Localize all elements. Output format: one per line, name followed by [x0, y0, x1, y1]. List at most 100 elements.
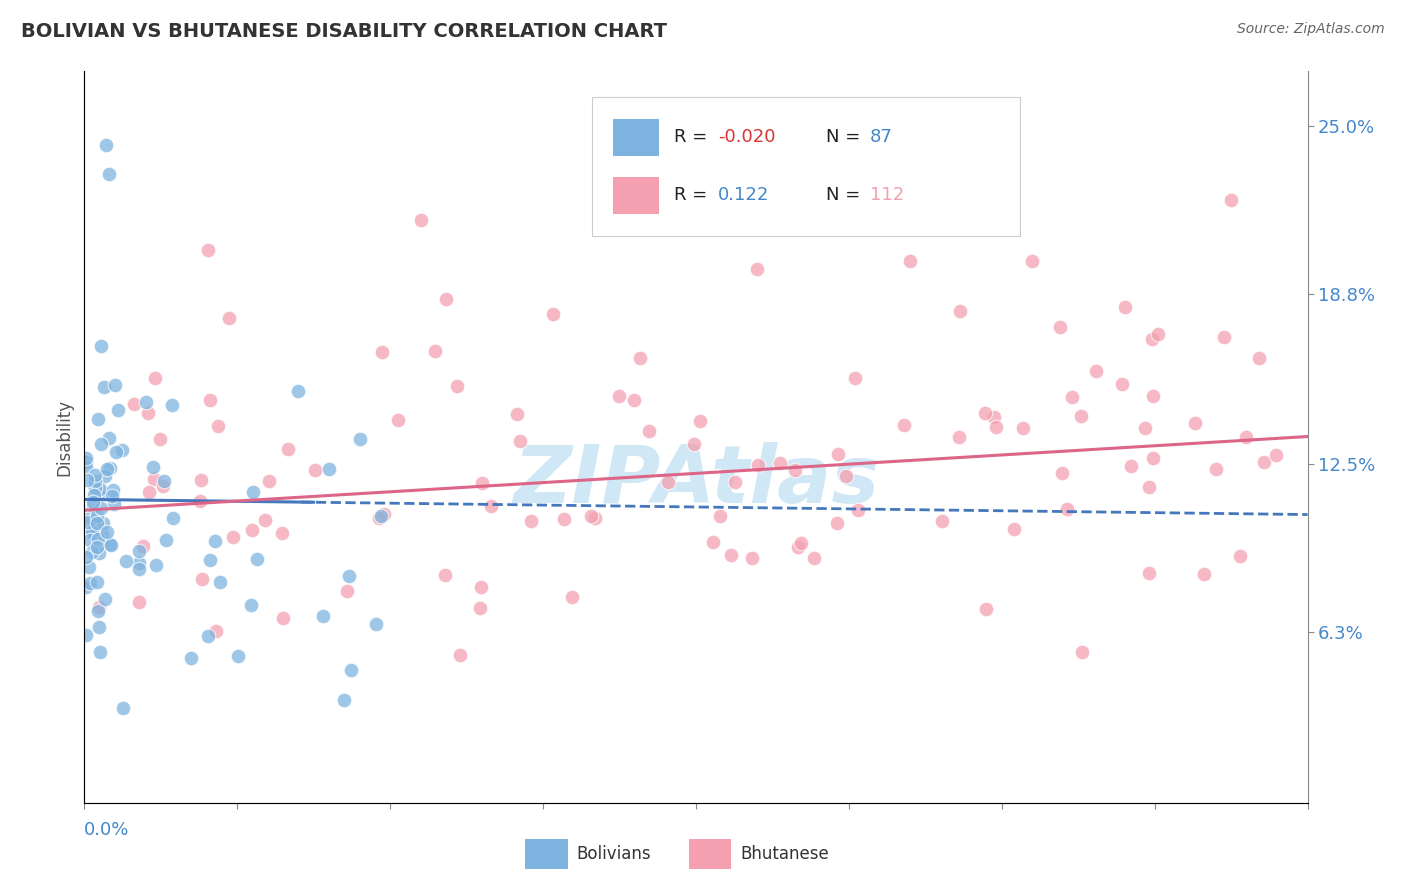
FancyBboxPatch shape [592, 97, 1021, 235]
Point [1049, 319, 1071, 334]
Point [86, 516, 108, 531]
Point [948, 430, 970, 444]
Point [239, 599, 262, 613]
Point [91, 526, 114, 541]
Point [637, 425, 659, 439]
Point [83, 474, 105, 488]
Point [287, 384, 309, 398]
Point [898, 254, 921, 268]
Point [128, 595, 150, 609]
Point [97, 431, 120, 445]
Point [142, 460, 165, 475]
Point [1192, 566, 1215, 581]
Point [205, 624, 228, 639]
Point [1205, 462, 1227, 476]
Point [100, 538, 122, 552]
Point [1084, 364, 1107, 378]
Point [312, 608, 335, 623]
Point [893, 418, 915, 433]
Point [128, 544, 150, 558]
Point [276, 442, 298, 457]
Point [1253, 455, 1275, 469]
Text: -0.020: -0.020 [718, 128, 776, 146]
FancyBboxPatch shape [524, 839, 568, 869]
Point [468, 601, 491, 615]
Text: N =: N = [825, 186, 866, 204]
Point [242, 485, 264, 500]
Point [623, 392, 645, 407]
Point [371, 345, 394, 359]
Point [364, 616, 387, 631]
Point [983, 410, 1005, 425]
Point [155, 533, 177, 547]
Point [470, 580, 492, 594]
Point [107, 402, 129, 417]
Point [337, 569, 360, 583]
Point [1137, 566, 1160, 581]
Point [657, 475, 679, 490]
Point [747, 262, 769, 277]
Point [423, 343, 446, 358]
Point [180, 651, 202, 665]
Point [221, 530, 243, 544]
Point [135, 395, 157, 409]
Point [846, 503, 869, 517]
Point [628, 351, 651, 365]
Point [190, 473, 212, 487]
Point [505, 407, 527, 421]
Point [827, 447, 849, 461]
Text: 0.0%: 0.0% [84, 821, 129, 839]
Point [1249, 351, 1271, 366]
Point [143, 371, 166, 385]
Point [1119, 459, 1142, 474]
Point [561, 591, 583, 605]
Point [434, 568, 457, 582]
Point [835, 468, 858, 483]
Point [83, 488, 105, 502]
Point [82, 494, 104, 508]
Point [198, 392, 221, 407]
Point [149, 432, 172, 446]
Point [446, 379, 468, 393]
Point [84, 467, 107, 482]
Point [367, 511, 389, 525]
Point [87, 533, 110, 547]
Point [87, 412, 110, 426]
Point [790, 536, 813, 550]
Text: BOLIVIAN VS BHUTANESE DISABILITY CORRELATION CHART: BOLIVIAN VS BHUTANESE DISABILITY CORRELA… [21, 22, 666, 41]
Point [747, 458, 769, 472]
Point [1062, 391, 1084, 405]
Point [844, 371, 866, 385]
Point [339, 663, 361, 677]
Point [122, 397, 145, 411]
Point [509, 434, 531, 448]
Point [553, 512, 575, 526]
Point [373, 507, 395, 521]
Point [204, 533, 226, 548]
Point [96, 462, 118, 476]
Point [1056, 502, 1078, 516]
Point [479, 500, 502, 514]
Point [90, 437, 112, 451]
Point [115, 554, 138, 568]
Point [132, 539, 155, 553]
Point [160, 398, 183, 412]
Point [75, 459, 97, 474]
Point [335, 584, 357, 599]
Point [449, 648, 471, 662]
Point [87, 599, 110, 614]
Text: R =: R = [673, 186, 713, 204]
Point [79, 511, 101, 525]
Point [583, 511, 606, 525]
Point [89, 645, 111, 659]
Point [318, 462, 340, 476]
FancyBboxPatch shape [689, 839, 731, 869]
Point [1213, 329, 1236, 343]
Point [188, 494, 211, 508]
Point [709, 509, 731, 524]
Point [1140, 332, 1163, 346]
Point [86, 540, 108, 554]
Point [103, 497, 125, 511]
Point [84, 479, 107, 493]
Point [101, 483, 124, 498]
